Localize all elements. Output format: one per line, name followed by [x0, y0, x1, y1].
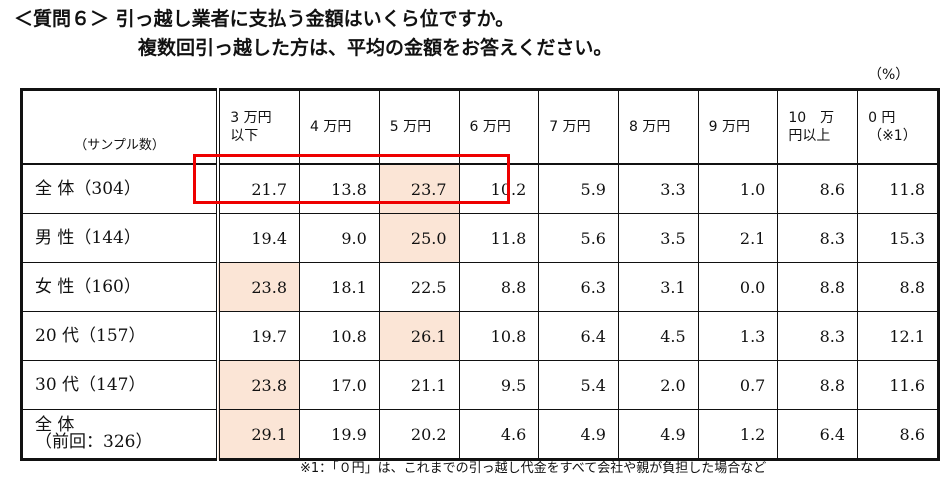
header-row: （サンプル数） 3 万円 以下 4 万円 5 万円 6 万円 7 万円 8 万円 9 万円 10…	[21, 89, 939, 165]
cell: 1.2	[697, 409, 779, 460]
row: 全 体 （前回：326） 29.1 19.9 20.2 4.6 4.9 4.9 1.2 6.4 8…	[21, 409, 939, 460]
row-label: 男 性（144）	[21, 213, 221, 263]
cell: 20.2	[378, 409, 460, 460]
cell: 0.7	[697, 360, 779, 410]
cell: 3.1	[617, 262, 699, 312]
cell: 15.3	[857, 213, 939, 263]
cell: 13.8	[299, 163, 380, 214]
cell: 0.0	[697, 262, 779, 312]
title: ＜質問６＞ 引っ越し業者に支払う金額はいくら位ですか。	[14, 8, 515, 30]
row-label: 女 性（160）	[21, 262, 221, 312]
cell: 18.1	[299, 262, 380, 312]
column-header: 7 万円	[538, 89, 619, 165]
column-header: 3 万円 以下	[217, 89, 301, 165]
cell: 8.3	[777, 311, 859, 361]
column-header: 0 円 （※1）	[857, 89, 939, 165]
cell: 6.4	[538, 311, 619, 361]
column-header: 4 万円	[299, 89, 380, 165]
cell: 23.7	[378, 163, 460, 214]
cell: 4.5	[617, 311, 699, 361]
row-label: 全 体（304）	[21, 163, 221, 214]
footnote: ※1：「０円」は、これまでの引っ越し代金をすべて会社や親が負担した場合など	[300, 461, 767, 476]
cell: 1.0	[697, 163, 779, 214]
cell: 10.8	[458, 311, 540, 361]
cell: 4.9	[538, 409, 619, 460]
cell: 5.6	[538, 213, 619, 263]
cell: 10.2	[458, 163, 540, 214]
cell: 12.1	[857, 311, 939, 361]
cell: 8.6	[777, 163, 859, 214]
cell: 10.8	[299, 311, 380, 361]
row: 男 性（144） 19.4 9.0 25.0 11.8 5.6 3.5 2.1 8.3 15.3	[21, 213, 939, 263]
corner-label: （サンプル数）	[21, 89, 221, 165]
cell: 9.5	[458, 360, 540, 410]
cell: 5.9	[538, 163, 619, 214]
cell: 9.0	[299, 213, 380, 263]
unit: （%）	[868, 67, 910, 83]
cell: 3.3	[617, 163, 699, 214]
cell: 29.1	[217, 409, 301, 460]
cell: 8.8	[777, 262, 859, 312]
cell: 26.1	[378, 311, 460, 361]
cell: 6.4	[777, 409, 859, 460]
cell: 19.4	[217, 213, 301, 263]
cell: 3.5	[617, 213, 699, 263]
cell: 1.3	[697, 311, 779, 361]
cell: 11.8	[857, 163, 939, 214]
cell: 4.6	[458, 409, 540, 460]
column-header: 9 万円	[697, 89, 779, 165]
column-header: 6 万円	[458, 89, 540, 165]
row: 女 性（160） 23.8 18.1 22.5 8.8 6.3 3.1 0.0 8.8 8.8	[21, 262, 939, 312]
cell: 8.8	[857, 262, 939, 312]
cell: 22.5	[378, 262, 460, 312]
cell: 2.0	[617, 360, 699, 410]
cell: 2.1	[697, 213, 779, 263]
column-header: 8 万円	[617, 89, 699, 165]
cell: 19.9	[299, 409, 380, 460]
cell: 8.3	[777, 213, 859, 263]
cell: 19.7	[217, 311, 301, 361]
cell: 23.8	[217, 360, 301, 410]
column-header: 10 万 円以上	[777, 89, 859, 165]
subtitle: 複数回引っ越した方は、平均の金額をお答えください。	[138, 37, 613, 59]
row: 30 代（147） 23.8 17.0 21.1 9.5 5.4 2.0 0.7 8.8 11.6	[21, 360, 939, 410]
cell: 5.4	[538, 360, 619, 410]
cell: 23.8	[217, 262, 301, 312]
row: 20 代（157） 19.7 10.8 26.1 10.8 6.4 4.5 1.3 8.3 12.…	[21, 311, 939, 361]
cell: 8.6	[857, 409, 939, 460]
cell: 8.8	[777, 360, 859, 410]
column-header: 5 万円	[378, 89, 460, 165]
cell: 25.0	[378, 213, 460, 263]
cell: 11.8	[458, 213, 540, 263]
cell: 21.1	[378, 360, 460, 410]
cell: 21.7	[217, 163, 301, 214]
cell: 17.0	[299, 360, 380, 410]
row-label: 全 体 （前回：326）	[21, 409, 221, 460]
table: （サンプル数） 3 万円 以下 4 万円 5 万円 6 万円 7 万円 8 万円 9 万円 10…	[20, 88, 940, 461]
cell: 4.9	[617, 409, 699, 460]
row-label: 30 代（147）	[21, 360, 221, 410]
cell: 11.6	[857, 360, 939, 410]
cell: 6.3	[538, 262, 619, 312]
cell: 8.8	[458, 262, 540, 312]
row-label: 20 代（157）	[21, 311, 221, 361]
row: 全 体（304） 21.7 13.8 23.7 10.2 5.9 3.3 1.0 8.6 11.8	[21, 163, 939, 214]
